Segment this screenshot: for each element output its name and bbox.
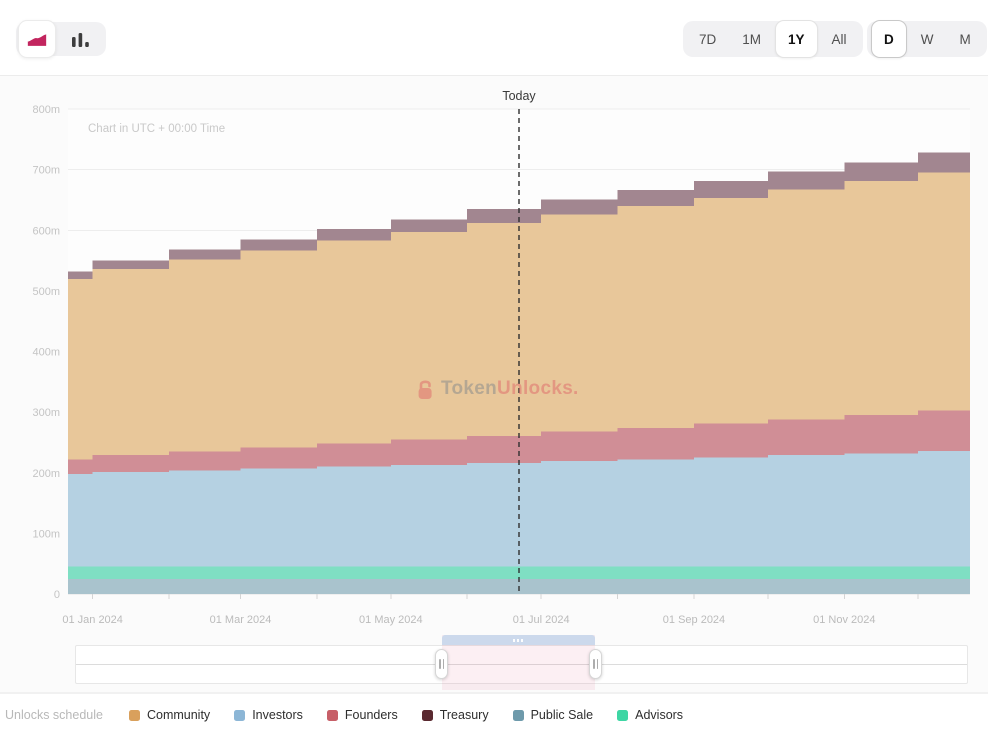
legend-swatch: [617, 709, 629, 721]
range-button-all[interactable]: All: [820, 22, 859, 56]
legend-item-public-sale[interactable]: Public Sale: [512, 708, 594, 722]
legend-item-treasury[interactable]: Treasury: [421, 708, 489, 722]
y-axis-label: 0: [54, 589, 60, 601]
y-axis-label: 700m: [32, 165, 60, 177]
grip-icon: [513, 638, 525, 642]
chart-area: 0 100m 200m 300m 400m 500m 600m 700m 800m 01 Jan …: [0, 76, 988, 694]
y-axis-label: 800m: [32, 104, 60, 116]
legend-item-founders[interactable]: Founders: [326, 708, 398, 722]
bar-chart-button[interactable]: [58, 22, 102, 56]
slider-selection[interactable]: [435, 635, 603, 690]
timeline-slider[interactable]: [75, 635, 968, 690]
watermark: TokenUnlocks.: [416, 377, 579, 401]
legend-label: Founders: [344, 708, 398, 722]
legend-label: Community: [146, 708, 211, 722]
unlocks-stacked-area-chart[interactable]: 0 100m 200m 300m 400m 500m 600m 700m 800m 01 Jan …: [0, 76, 988, 636]
x-axis-label: 01 Jul 2024: [513, 614, 570, 626]
legend-label: Public Sale: [530, 708, 594, 722]
range-button-7d[interactable]: 7D: [687, 22, 728, 56]
chart-type-toggle: [16, 20, 106, 58]
watermark-text-pink: Unlocks.: [497, 378, 579, 399]
range-button-1y[interactable]: 1Y: [775, 20, 818, 58]
legend-item-advisors[interactable]: Advisors: [617, 708, 683, 722]
y-axis-label: 100m: [32, 528, 60, 540]
bar-chart-icon: [71, 32, 89, 47]
lock-icon: [418, 380, 432, 399]
legend-label: Advisors: [635, 708, 684, 722]
slider-drag-bar[interactable]: [442, 635, 596, 645]
x-axis-label: 01 Nov 2024: [813, 614, 875, 626]
x-axis-label: 01 Mar 2024: [210, 614, 272, 626]
legend: Unlocks schedule Community Investors Found…: [5, 708, 683, 722]
toolbar: 7D 1M 1Y All D W M: [0, 0, 988, 76]
legend-title: Unlocks schedule: [5, 708, 103, 722]
interval-button-week[interactable]: W: [909, 22, 946, 56]
watermark-text-gray: Token: [441, 378, 498, 399]
y-axis-label: 200m: [32, 468, 60, 480]
legend-swatch: [234, 709, 246, 721]
y-axis-label: 500m: [32, 286, 60, 298]
interval-button-month[interactable]: M: [948, 22, 983, 56]
range-button-1m[interactable]: 1M: [730, 22, 773, 56]
legend-swatch: [128, 709, 140, 721]
range-selector: 7D 1M 1Y All: [683, 20, 863, 58]
legend-item-community[interactable]: Community: [128, 708, 211, 722]
slider-track-line: [76, 664, 967, 665]
legend-swatch: [326, 709, 338, 721]
legend-swatch: [512, 709, 524, 721]
x-axis-label: 01 Jan 2024: [62, 614, 123, 626]
legend-swatch: [421, 709, 433, 721]
area-chart-button[interactable]: [18, 20, 56, 58]
slider-handle-left[interactable]: [435, 649, 449, 679]
interval-button-day[interactable]: D: [871, 20, 907, 58]
interval-selector: D W M: [867, 20, 987, 58]
legend-items: Community Investors Founders Treasury Public…: [128, 708, 683, 722]
area-treasury[interactable]: [68, 152, 970, 279]
y-axis-label: 600m: [32, 225, 60, 237]
legend-item-investors[interactable]: Investors: [234, 708, 303, 722]
x-axis-label: 01 Sep 2024: [663, 614, 725, 626]
slider-handle-right[interactable]: [589, 649, 603, 679]
x-axis-label: 01 May 2024: [359, 614, 423, 626]
today-label: Today: [502, 89, 536, 103]
y-axis-label: 300m: [32, 407, 60, 419]
area-chart-icon: [27, 32, 47, 46]
y-axis-label: 400m: [32, 347, 60, 359]
legend-label: Investors: [252, 708, 303, 722]
utc-note: Chart in UTC + 00:00 Time: [88, 123, 226, 135]
legend-label: Treasury: [439, 708, 489, 722]
